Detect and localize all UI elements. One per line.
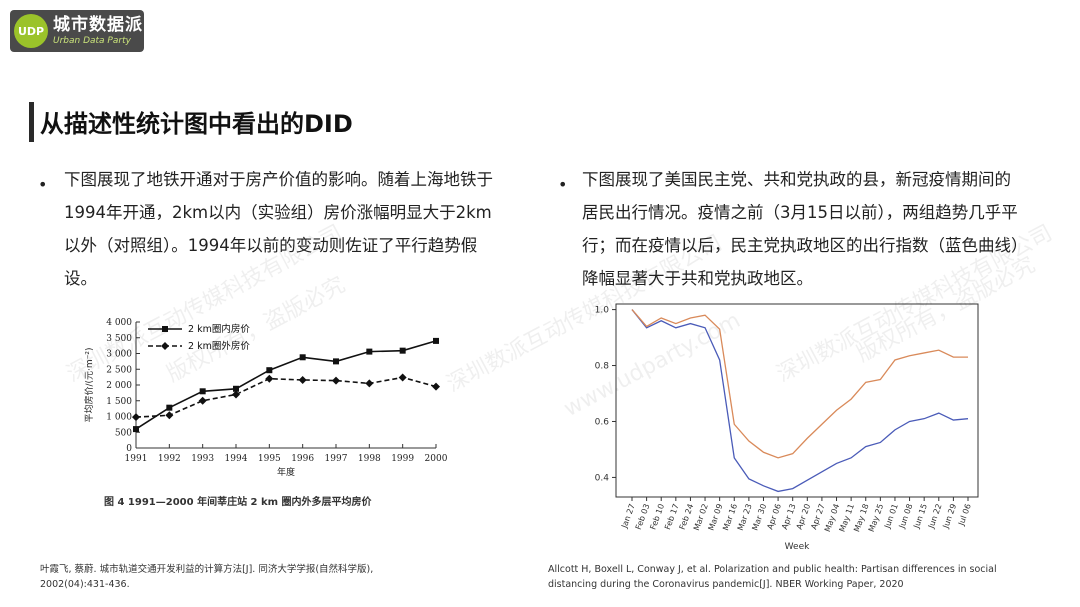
left-legend-0-marker bbox=[162, 326, 168, 332]
right-y-tick-label: 1.0 bbox=[595, 306, 610, 316]
right-citation: Allcott H, Boxell L, Conway J, et al. Po… bbox=[548, 564, 997, 590]
left-series-1-point bbox=[365, 379, 374, 388]
left-y-tick-label: 4 000 bbox=[106, 318, 132, 328]
left-series-0-point bbox=[399, 347, 406, 354]
left-y-tick-label: 3 500 bbox=[106, 334, 132, 344]
right-x-axis-label: Week bbox=[785, 542, 810, 552]
title-accent-bar bbox=[29, 102, 34, 142]
left-y-tick-label: 2 000 bbox=[106, 381, 132, 391]
left-x-tick-label: 1993 bbox=[191, 454, 214, 464]
left-series-1-point bbox=[132, 413, 140, 422]
left-x-tick-label: 1992 bbox=[158, 454, 181, 464]
left-series-0-point bbox=[166, 404, 173, 411]
left-y-tick-label: 2 500 bbox=[106, 365, 132, 375]
left-citation: 叶霞飞, 蔡蔚. 城市轨道交通开发利益的计算方法[J]. 同济大学学报(自然科学… bbox=[40, 564, 374, 590]
left-x-tick-label: 1998 bbox=[358, 454, 381, 464]
right-y-tick-label: 0.4 bbox=[595, 473, 610, 483]
right-y-tick-label: 0.6 bbox=[595, 417, 610, 427]
left-x-axis-label: 年度 bbox=[277, 466, 295, 478]
logo-name-en: Urban Data Party bbox=[53, 35, 131, 46]
left-bullet-dot: • bbox=[38, 175, 48, 194]
left-y-tick-label: 1 000 bbox=[106, 413, 132, 423]
left-x-tick-label: 1994 bbox=[225, 454, 248, 464]
left-x-tick-label: 2000 bbox=[425, 454, 448, 464]
left-series-1-point bbox=[432, 382, 440, 391]
left-series-0-point bbox=[299, 354, 306, 361]
left-legend-0-label: 2 km圈内房价 bbox=[188, 323, 250, 335]
right-x-tick-label: Jun 29 bbox=[941, 503, 958, 531]
left-legend-1-label: 2 km圈外房价 bbox=[188, 340, 250, 352]
left-series-0-line bbox=[135, 340, 437, 430]
left-series-1-line bbox=[135, 376, 437, 418]
left-series-1-point bbox=[265, 374, 274, 383]
left-series-0-point bbox=[266, 367, 273, 374]
left-series-0-point bbox=[333, 358, 339, 365]
left-chart: 0 500 1 000 1 500 2 000 2 500 3 000 3 500 4 000 1… bbox=[83, 318, 448, 478]
right-y-tick-label: 0.8 bbox=[595, 362, 610, 372]
left-x-tick-label: 1997 bbox=[325, 454, 348, 464]
right-series-1-line bbox=[631, 309, 968, 459]
left-series-0-point bbox=[433, 337, 439, 344]
left-series-1-point bbox=[232, 390, 240, 399]
left-y-tick-label: 3 000 bbox=[106, 350, 132, 360]
left-series-0-point bbox=[133, 426, 139, 433]
left-legend-1-marker bbox=[161, 342, 169, 350]
left-series-0-point bbox=[366, 348, 373, 355]
logo-text: 城市数据派 Urban Data Party bbox=[53, 14, 143, 46]
right-series-0-line bbox=[631, 309, 969, 493]
left-y-axis-label: 平均房价/(元·m⁻²) bbox=[83, 347, 95, 422]
left-chart-caption: 图 4 1991—2000 年间莘庄站 2 km 圈内外多层平均房价 bbox=[104, 497, 372, 508]
left-series-1-point bbox=[398, 373, 407, 382]
left-series-0-point bbox=[233, 385, 239, 392]
left-y-tick-label: 1 500 bbox=[106, 397, 132, 407]
left-series-1-point bbox=[165, 411, 174, 420]
left-y-tick-label: 500 bbox=[115, 428, 132, 438]
left-x-tick-label: 1995 bbox=[258, 454, 281, 464]
left-y-tick-label: 0 bbox=[126, 444, 132, 454]
right-bullet-dot: • bbox=[558, 175, 568, 194]
left-x-tick-label: 1996 bbox=[291, 454, 314, 464]
left-bullet-text: 下图展现了地铁开通对于房产价值的影响。随着上海地铁于1994年开通，2km以内（… bbox=[64, 170, 493, 288]
left-series-1-point bbox=[198, 396, 207, 405]
right-x-tick-label: Jul 06 bbox=[956, 503, 972, 528]
left-x-tick-label: 1991 bbox=[125, 454, 148, 464]
left-series-1-point bbox=[298, 375, 307, 384]
left-series-1-point bbox=[332, 376, 340, 385]
right-plot-frame bbox=[615, 303, 979, 498]
logo-mark: UDP bbox=[14, 14, 48, 48]
brand-logo: UDP 城市数据派 Urban Data Party bbox=[10, 10, 144, 52]
page-title: 从描述性统计图中看出的DID bbox=[40, 110, 353, 138]
left-x-tick-label: 1999 bbox=[391, 454, 414, 464]
left-series-0-point bbox=[199, 388, 206, 395]
logo-name-cn: 城市数据派 bbox=[53, 14, 143, 35]
right-bullet-text: 下图展现了美国民主党、共和党执政的县，新冠疫情期间的居民出行情况。疫情之前（3月… bbox=[582, 170, 1020, 288]
